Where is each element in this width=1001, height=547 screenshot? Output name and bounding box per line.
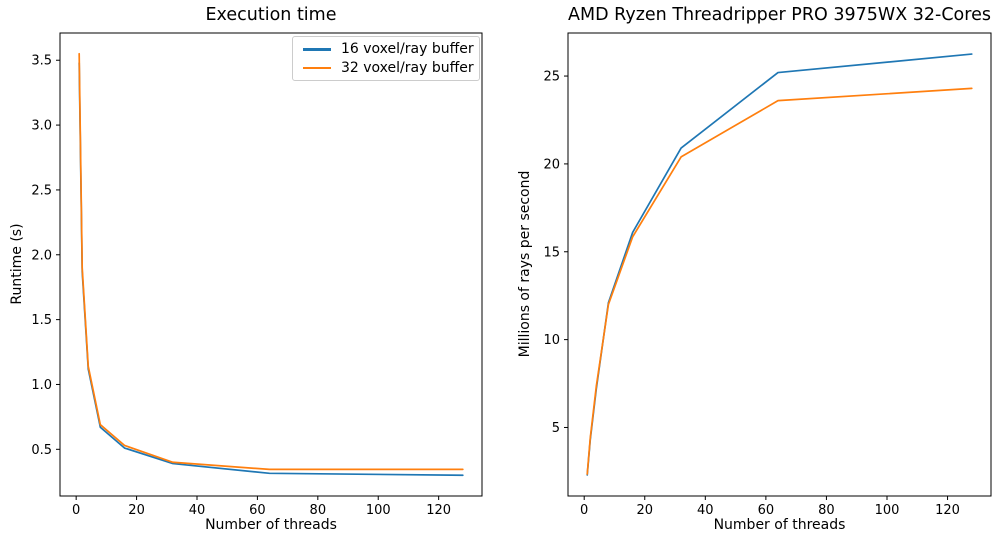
chart1-xlabel: Number of threads <box>205 517 337 533</box>
y-tick-label: 1.0 <box>31 378 52 393</box>
legend-entry-32-voxel: 32 voxel/ray buffer <box>293 59 479 77</box>
chart2-xlabel: Number of threads <box>713 517 846 533</box>
y-tick-label: 20 <box>543 157 560 172</box>
y-tick-label: 0.5 <box>31 443 52 458</box>
x-tick-label: 100 <box>366 503 391 518</box>
series-line <box>78 52 464 471</box>
y-tick-label: 10 <box>543 333 560 348</box>
axes-spines <box>59 32 483 497</box>
axes-2: 0 20 40 60 80 100 120 5 10 15 20 25 <box>543 32 992 518</box>
legend-label: 16 voxel/ray buffer <box>341 41 474 58</box>
x-tick-label: 0 <box>72 503 80 518</box>
series-line <box>586 53 973 476</box>
y-tick-label: 2.5 <box>31 183 52 198</box>
legend-label: 32 voxel/ray buffer <box>341 59 474 76</box>
series-line <box>78 61 464 477</box>
y-tick-label: 15 <box>543 245 560 260</box>
axes-1: 0 20 40 60 80 100 120 0.5 1.0 1.5 2.0 2.5 3.0 3.5 <box>31 32 483 518</box>
x-tick-label: 100 <box>875 503 900 518</box>
axes-spines <box>567 32 992 497</box>
x-tick-label: 40 <box>189 503 206 518</box>
x-tick-label: 80 <box>818 503 835 518</box>
x-tick-label: 0 <box>580 503 588 518</box>
y-tick-label: 3.0 <box>31 119 52 134</box>
legend-line-sample-blue <box>303 48 331 51</box>
chart2-ylabel: Millions of rays per second <box>517 170 533 358</box>
x-tick-label: 80 <box>310 503 327 518</box>
legend: 16 voxel/ray buffer 32 voxel/ray buffer <box>292 36 480 81</box>
chart2-title: AMD Ryzen Threadripper PRO 3975WX 32-Cor… <box>568 5 991 25</box>
x-tick-label: 40 <box>697 503 714 518</box>
x-tick-label: 60 <box>249 503 266 518</box>
chart1-ylabel: Runtime (s) <box>9 223 25 305</box>
x-tick-label: 60 <box>758 503 775 518</box>
x-tick-label: 120 <box>935 503 960 518</box>
x-tick-label: 20 <box>128 503 145 518</box>
chart1-title: Execution time <box>205 5 337 25</box>
y-tick-label: 2.0 <box>31 248 52 263</box>
legend-entry-16-voxel: 16 voxel/ray buffer <box>293 40 479 58</box>
series-line <box>586 87 973 475</box>
y-tick-label: 3.5 <box>31 54 52 69</box>
y-tick-label: 5 <box>552 421 560 436</box>
legend-line-sample-orange <box>303 66 331 69</box>
y-tick-label: 1.5 <box>31 313 52 328</box>
x-tick-label: 120 <box>426 503 451 518</box>
y-tick-label: 25 <box>543 70 560 85</box>
x-tick-label: 20 <box>636 503 653 518</box>
